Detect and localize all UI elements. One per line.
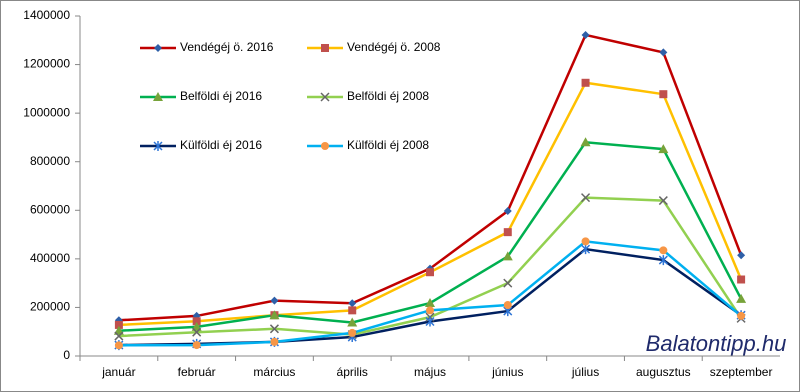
point [113,325,124,335]
point [659,90,668,99]
point [348,328,357,337]
point [658,144,669,154]
x-tick-label: január [101,365,135,379]
legend-marker [321,142,329,150]
point [736,293,747,303]
point [581,30,590,39]
point [114,331,124,341]
x-tick-label: szeptember [710,365,773,379]
point [192,317,201,326]
point [347,317,358,327]
point [426,268,434,277]
point [502,251,513,261]
point [503,207,512,216]
x-tick-label: február [178,365,216,379]
point [270,337,279,346]
point [425,316,435,327]
y-tick-label: 1400000 [23,8,70,22]
point [581,193,591,203]
x-tick-label: június [491,365,523,379]
x-tick-label: május [414,365,446,379]
y-tick-label: 400000 [30,251,70,265]
point [737,311,746,320]
legend-label: Belföldi éj 2016 [180,89,262,103]
legend-marker [153,92,163,101]
x-tick-label: március [253,365,295,379]
legend-label: Külföldi éj 2008 [347,138,429,152]
point [269,324,279,334]
point [658,196,668,206]
point [114,341,123,350]
point [659,246,668,255]
legend-marker [154,44,162,52]
point [581,244,591,255]
point [659,48,668,57]
watermark: Balatontipp.hu [646,331,787,356]
y-tick-label: 600000 [30,202,70,216]
point [114,320,123,329]
point [348,306,357,315]
point [191,321,202,331]
legend-marker [320,92,330,102]
point [425,298,435,308]
point [192,327,202,337]
x-tick-label: április [337,365,368,379]
point [658,255,668,266]
point [737,275,746,284]
legend-label: Vendégéj ö. 2016 [180,40,274,54]
point [581,78,590,87]
point [192,341,201,350]
point [580,137,591,147]
point [270,296,279,305]
point [503,228,512,237]
y-tick-label: 0 [63,348,70,362]
y-tick-label: 800000 [30,154,70,168]
point [269,310,280,320]
x-tick-label: július [571,365,599,379]
legend-label: Vendégéj ö. 2008 [347,40,441,54]
point [348,299,357,308]
legend-label: Belföldi éj 2008 [347,89,429,103]
legend-marker [153,141,163,151]
x-tick-label: augusztus [636,365,691,379]
legend-marker [321,44,329,52]
point [503,278,513,288]
point [503,301,512,309]
point [426,306,434,315]
point [581,237,590,246]
y-tick-label: 1000000 [23,105,70,119]
y-tick-label: 1200000 [23,57,70,71]
point [737,251,746,260]
y-tick-label: 200000 [30,300,70,314]
legend-label: Külföldi éj 2016 [180,138,262,152]
